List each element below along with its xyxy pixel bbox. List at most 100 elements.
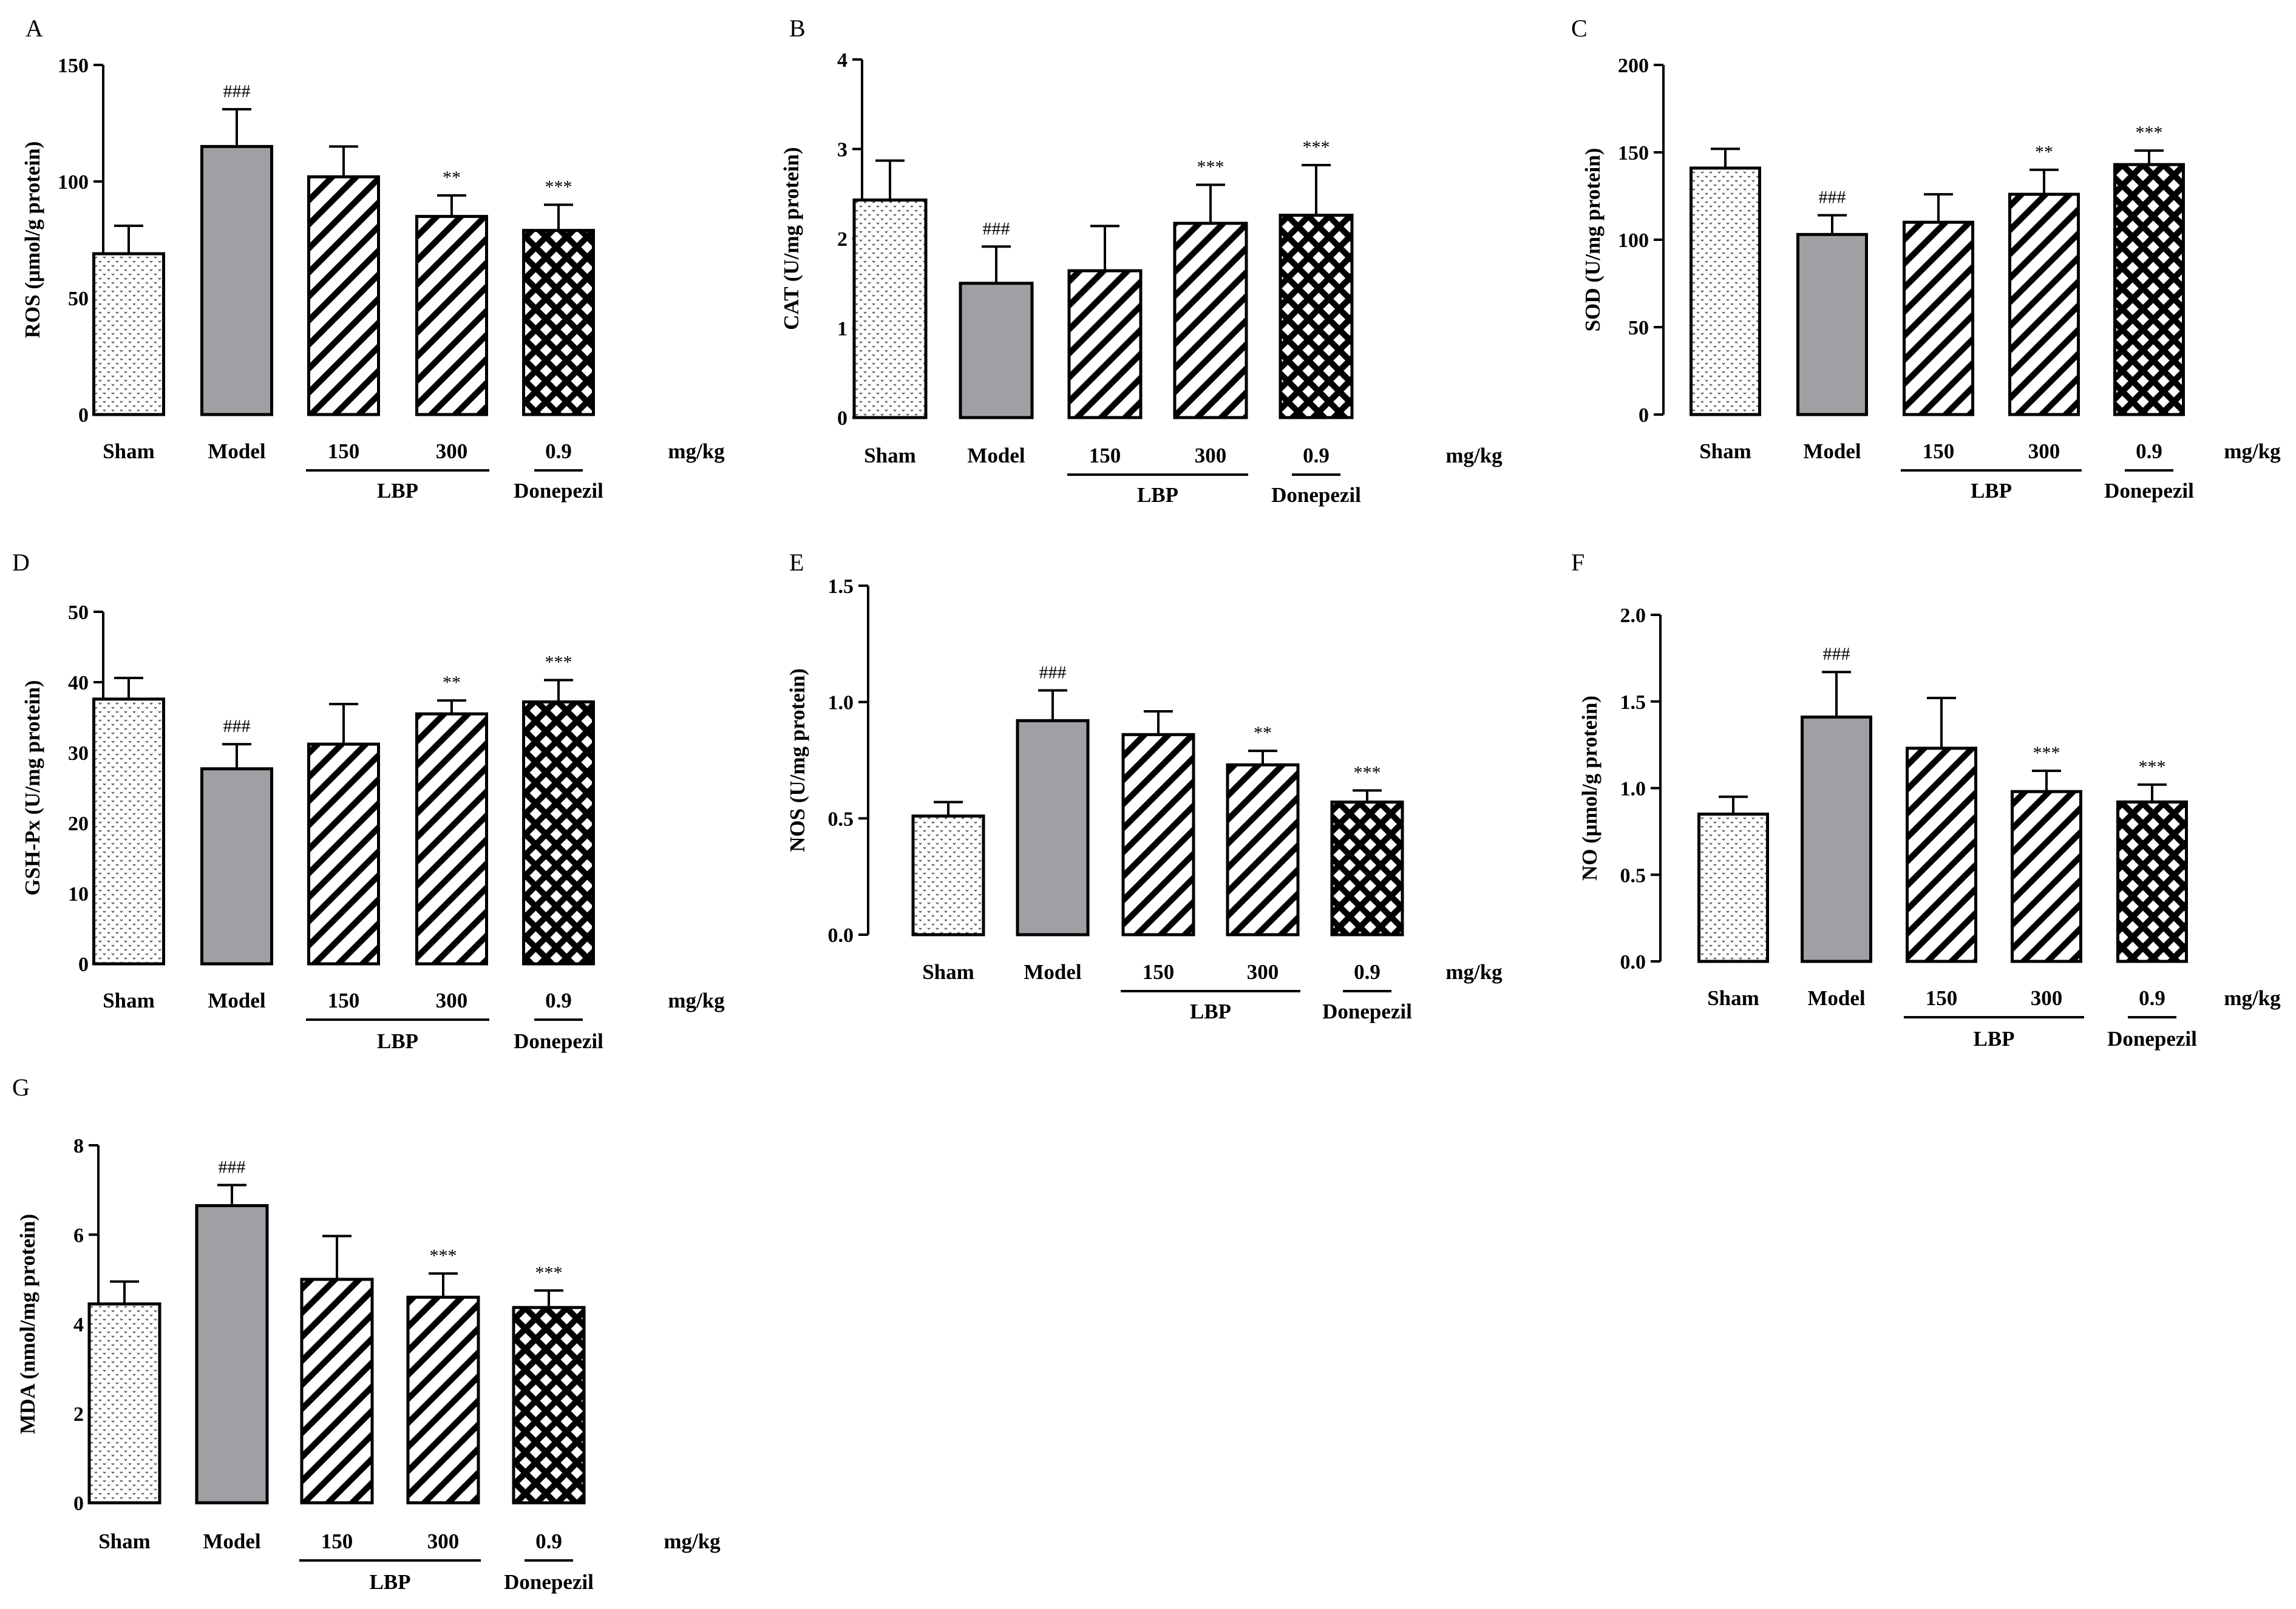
y-tick-label: 0 bbox=[78, 954, 89, 976]
significance-mark: ### bbox=[219, 1157, 246, 1177]
chart-panel-b: B 0 1 2 3 4 CAT (U/mg protein) ### *** *** Sham Mod… bbox=[779, 15, 1503, 507]
bar-lbp-150 bbox=[307, 742, 380, 966]
y-tick-label: 100 bbox=[58, 171, 89, 194]
bar-donepezil-0-9 bbox=[522, 229, 595, 416]
bar-donepezil-0-9 bbox=[522, 700, 595, 966]
group-label-lbp: LBP bbox=[1971, 479, 2012, 503]
bar-model bbox=[1801, 715, 1872, 963]
y-tick-label: 50 bbox=[68, 601, 89, 624]
significance-mark: ** bbox=[2035, 142, 2053, 162]
significance-mark: ** bbox=[1254, 723, 1272, 743]
x-category-label: 300 bbox=[1247, 960, 1279, 984]
bar-donepezil-0-9 bbox=[2113, 163, 2185, 416]
panel-letter: D bbox=[12, 549, 30, 576]
x-category-label: 300 bbox=[427, 1529, 460, 1553]
y-tick-label: 0.5 bbox=[828, 808, 854, 830]
x-category-label: 150 bbox=[1089, 444, 1121, 467]
x-category-label: Sham bbox=[103, 439, 155, 463]
x-unit-label: mg/kg bbox=[668, 989, 725, 1012]
y-tick-label: 2 bbox=[837, 228, 847, 251]
group-label-lbp: LBP bbox=[1190, 1000, 1231, 1023]
y-tick-label: 0.5 bbox=[1620, 864, 1646, 887]
bar-lbp-300 bbox=[2008, 192, 2080, 416]
bar-donepezil-0-9 bbox=[1279, 214, 1354, 419]
y-tick-label: 4 bbox=[73, 1314, 84, 1336]
bar-model bbox=[959, 282, 1034, 419]
y-tick-label: 0.0 bbox=[1620, 951, 1646, 974]
y-tick-label: 4 bbox=[837, 49, 847, 72]
bar-lbp-300 bbox=[415, 215, 488, 416]
x-category-label: 300 bbox=[2028, 439, 2060, 463]
x-unit-label: mg/kg bbox=[2224, 439, 2281, 463]
bar-sham bbox=[911, 815, 985, 937]
bar-donepezil-0-9 bbox=[1330, 801, 1404, 937]
x-category-label: 150 bbox=[328, 989, 360, 1012]
x-unit-label: mg/kg bbox=[664, 1529, 721, 1553]
y-axis-title: CAT (U/mg protein) bbox=[779, 147, 803, 330]
x-unit-label: mg/kg bbox=[668, 439, 725, 463]
x-category-label: 0.9 bbox=[535, 1529, 562, 1553]
significance-mark: ### bbox=[1823, 644, 1850, 664]
y-tick-label: 50 bbox=[1628, 317, 1649, 339]
y-tick-label: 0 bbox=[1639, 404, 1649, 427]
significance-mark: *** bbox=[2033, 743, 2060, 763]
panel-letter: E bbox=[789, 549, 804, 576]
y-tick-label: 1.5 bbox=[828, 575, 854, 598]
bar-donepezil-0-9 bbox=[512, 1306, 586, 1505]
y-tick-label: 8 bbox=[73, 1135, 84, 1157]
group-label-donepezil: Donepezil bbox=[2107, 1027, 2197, 1051]
significance-mark: ### bbox=[223, 716, 251, 736]
bar-sham bbox=[1690, 166, 1761, 416]
x-category-label: 0.9 bbox=[545, 989, 572, 1012]
panel-letter: F bbox=[1571, 549, 1584, 576]
x-category-label: 150 bbox=[1143, 960, 1175, 984]
bar-model bbox=[200, 767, 273, 966]
x-category-label: Model bbox=[967, 444, 1025, 467]
bar-sham bbox=[92, 697, 165, 966]
significance-mark: *** bbox=[545, 652, 572, 672]
y-tick-label: 150 bbox=[1618, 142, 1649, 164]
group-label-lbp: LBP bbox=[377, 1029, 418, 1053]
bar-sham bbox=[1697, 812, 1769, 963]
significance-mark: ** bbox=[443, 168, 461, 188]
group-label-donepezil: Donepezil bbox=[514, 1029, 603, 1053]
y-tick-label: 1.5 bbox=[1620, 691, 1646, 714]
bar-donepezil-0-9 bbox=[2116, 800, 2188, 963]
y-axis-title: NO (μmol/g protein) bbox=[1578, 696, 1601, 881]
significance-mark: *** bbox=[2139, 757, 2166, 777]
bar-lbp-150 bbox=[1903, 220, 1974, 416]
panel-letter: A bbox=[25, 15, 43, 42]
y-tick-label: 2 bbox=[73, 1403, 84, 1426]
y-tick-label: 1 bbox=[837, 318, 847, 340]
y-tick-label: 0 bbox=[73, 1492, 84, 1515]
panel-letter: B bbox=[789, 15, 806, 42]
y-tick-label: 20 bbox=[68, 813, 89, 835]
x-unit-label: mg/kg bbox=[2224, 986, 2281, 1010]
group-label-donepezil: Donepezil bbox=[514, 479, 603, 503]
significance-mark: *** bbox=[1354, 762, 1381, 782]
significance-mark: ### bbox=[983, 218, 1010, 239]
bar-lbp-300 bbox=[406, 1295, 480, 1505]
x-unit-label: mg/kg bbox=[1445, 444, 1503, 467]
x-category-label: 0.9 bbox=[545, 439, 572, 463]
significance-mark: *** bbox=[1197, 157, 1224, 177]
significance-mark: *** bbox=[535, 1262, 563, 1282]
y-tick-label: 150 bbox=[58, 55, 89, 77]
y-tick-label: 100 bbox=[1618, 229, 1649, 252]
bar-model bbox=[195, 1204, 269, 1505]
y-tick-label: 3 bbox=[837, 139, 847, 161]
bar-sham bbox=[852, 198, 928, 419]
panel-letter: G bbox=[12, 1074, 30, 1101]
x-category-label: 0.9 bbox=[2139, 986, 2165, 1010]
bar-lbp-150 bbox=[307, 175, 380, 416]
x-category-label: Sham bbox=[922, 960, 974, 984]
x-category-label: Model bbox=[203, 1529, 261, 1553]
x-category-label: 300 bbox=[436, 989, 468, 1012]
y-axis-title: ROS (μmol/g protein) bbox=[21, 141, 44, 338]
y-tick-label: 2.0 bbox=[1620, 605, 1646, 627]
chart-panel-f: F 0.0 0.5 1.0 1.5 2.0 NO (μmol/g protein) ### **… bbox=[1571, 549, 2281, 1051]
